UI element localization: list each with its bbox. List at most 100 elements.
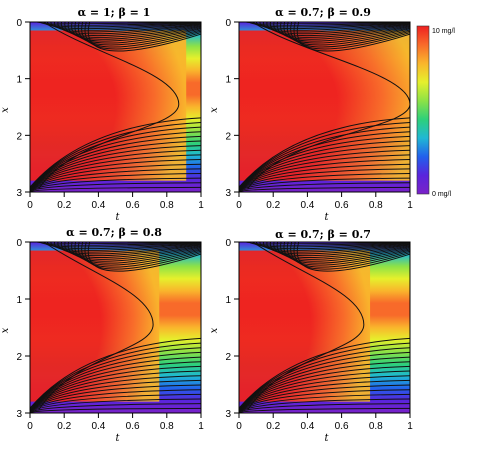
y-tick-label: 1 — [225, 75, 231, 86]
contour-line — [30, 135, 201, 189]
contour-line — [39, 242, 201, 246]
contour-line — [239, 121, 410, 188]
plot-frame — [29, 21, 202, 193]
x-tick-label: 0 — [236, 421, 242, 432]
x-tick-label: 1 — [407, 200, 413, 211]
x-tick-label: 0.4 — [91, 421, 105, 432]
contour-line — [30, 398, 201, 413]
contour-line — [239, 337, 410, 409]
contour-line — [239, 131, 410, 189]
contour-loop — [247, 242, 365, 411]
axes: 0 0.2 0.4 0.6 0.8 1 0 1 2 3 t x — [0, 18, 204, 223]
y-axis-label: x — [0, 107, 11, 113]
contour-line — [30, 168, 201, 191]
x-tick-label: 0.4 — [300, 200, 314, 211]
contour-line — [273, 22, 410, 38]
contour-line — [30, 403, 201, 413]
colorbar-gradient — [416, 25, 430, 195]
y-tick-label: 3 — [225, 188, 231, 199]
panel-title: α = 1; β = 1 — [78, 6, 151, 19]
contour-line — [30, 347, 201, 410]
plot-frame — [238, 21, 411, 193]
x-tick-label: 0.4 — [91, 200, 105, 211]
contour-line — [77, 22, 201, 46]
contour-line — [239, 154, 410, 190]
contour-line — [74, 242, 201, 264]
x-tick-label: 0.2 — [266, 200, 280, 211]
contour-line — [30, 186, 201, 192]
contour-line — [71, 242, 201, 262]
contour-line — [239, 375, 410, 411]
contour-line — [270, 242, 410, 257]
contour-line — [30, 140, 201, 190]
x-axis-label: t — [115, 433, 120, 444]
x-tick-label: 1 — [407, 421, 413, 432]
panel-title: α = 0.7; β = 0.9 — [275, 6, 371, 19]
contour-line — [239, 126, 410, 189]
contour-line — [77, 242, 201, 266]
contour-line — [293, 22, 410, 50]
contour-line — [81, 22, 201, 48]
panel-alpha07-beta08: α = 0.7; β = 0.8 0 0.2 0.4 0.6 0.8 1 0 1 2 3 t x — [0, 226, 204, 444]
x-tick-label: 0 — [27, 200, 33, 211]
y-tick-label: 1 — [16, 295, 22, 306]
contour-line — [239, 379, 410, 412]
contour-line — [64, 22, 201, 38]
contour-line — [290, 242, 410, 268]
contour-line — [239, 356, 410, 410]
contour-line — [239, 182, 410, 192]
contour-line — [239, 149, 410, 190]
contour-line — [87, 242, 201, 272]
contour-line — [30, 365, 201, 411]
contour-line — [270, 22, 410, 37]
contour-line — [239, 384, 410, 412]
contour-line — [61, 242, 201, 257]
contour-line — [30, 177, 201, 192]
y-tick-label: 0 — [16, 238, 22, 249]
contour-line — [30, 361, 201, 411]
colorbar: 10 mg/l 0 mg/l — [416, 25, 455, 198]
x-axis-label: t — [324, 212, 329, 223]
hot-core — [30, 30, 187, 181]
contour-line — [30, 384, 201, 412]
contour-line — [50, 242, 201, 251]
contour-line — [286, 242, 410, 266]
contour-line — [248, 22, 410, 26]
y-tick-label: 3 — [225, 409, 231, 420]
contour-line — [30, 159, 201, 191]
contour-line — [54, 22, 201, 33]
contour-line — [30, 149, 201, 190]
contour-line — [239, 163, 410, 191]
x-tick-label: 0.2 — [57, 200, 71, 211]
contour-line — [266, 22, 410, 35]
contour-line — [239, 172, 410, 192]
panel-alpha1-beta1: α = 1; β = 1 0 0.2 0.4 0.6 0.8 1 0 1 2 3 t x — [0, 6, 204, 223]
contour-line — [239, 186, 410, 192]
y-tick-label: 2 — [16, 131, 22, 142]
contour-line — [263, 22, 410, 33]
contour-line — [239, 159, 410, 191]
contour-line — [286, 22, 410, 46]
contour-line — [239, 351, 410, 410]
contour-line — [296, 242, 410, 272]
contour-line — [30, 121, 201, 188]
contour-line — [276, 22, 410, 40]
y-tick-label: 2 — [225, 352, 231, 363]
contour-line — [280, 22, 410, 42]
panel-alpha07-beta07: α = 0.7; β = 0.7 0 0.2 0.4 0.6 0.8 1 0 1 2 3 t x — [209, 228, 413, 444]
contour-line — [239, 403, 410, 413]
x-tick-label: 0.8 — [369, 200, 383, 211]
panel-title: α = 0.7; β = 0.8 — [66, 226, 162, 239]
heatmap-area — [239, 22, 410, 192]
contour-line — [239, 365, 410, 411]
contour-line — [239, 370, 410, 411]
y-tick-label: 0 — [225, 238, 231, 249]
contour-line — [30, 351, 201, 410]
y-tick-label: 2 — [225, 131, 231, 142]
contour-line — [239, 140, 410, 190]
contour-line — [30, 126, 201, 189]
y-tick-label: 0 — [16, 18, 22, 29]
contour-line — [61, 22, 201, 37]
contour-line — [263, 242, 410, 253]
